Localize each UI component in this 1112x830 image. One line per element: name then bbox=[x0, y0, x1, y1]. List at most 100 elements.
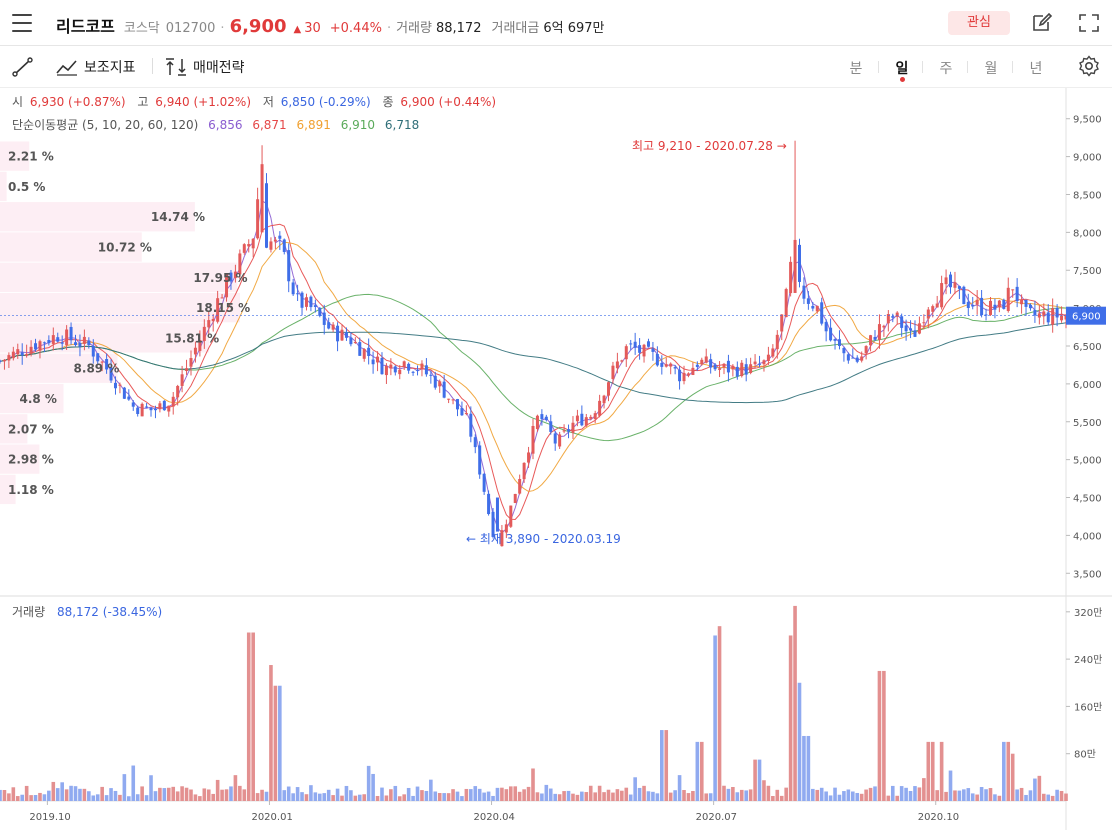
volume-tick-label: 320만 bbox=[1074, 607, 1102, 619]
volume-bar bbox=[153, 791, 158, 801]
separator-dot: · bbox=[386, 21, 392, 36]
volume-bar bbox=[930, 741, 935, 801]
volume-bar bbox=[353, 795, 358, 801]
volume-bar bbox=[766, 785, 771, 801]
volume-bar bbox=[304, 794, 309, 801]
low-price-annotation: ← 최저 3,890 - 2020.03.19 bbox=[466, 530, 621, 547]
candle-body bbox=[1020, 299, 1024, 305]
candle-body bbox=[153, 408, 157, 411]
trade-amount-label: 거래대금 bbox=[491, 21, 540, 36]
period-tab-day[interactable]: 일 bbox=[895, 61, 909, 77]
volume-bar bbox=[411, 795, 415, 801]
candle-body bbox=[993, 304, 997, 310]
candle-body bbox=[553, 433, 557, 444]
candle-body bbox=[624, 346, 628, 360]
price-tick-label: 9,500 bbox=[1073, 115, 1102, 126]
date-tick-label: 2020.01 bbox=[251, 812, 292, 823]
moving-average-line bbox=[0, 199, 1067, 534]
candle-body bbox=[282, 239, 286, 252]
candle-body bbox=[784, 289, 788, 318]
candle-body bbox=[1042, 311, 1046, 317]
candle-body bbox=[740, 362, 744, 377]
volume-bar bbox=[295, 787, 300, 801]
candle-body bbox=[975, 299, 979, 305]
volume-bar bbox=[95, 794, 100, 801]
volume-profile-bar bbox=[0, 292, 240, 323]
volume-bar bbox=[0, 789, 2, 801]
candle-body bbox=[655, 353, 659, 366]
volume-bar bbox=[553, 793, 558, 801]
settings-gear-icon[interactable] bbox=[1078, 55, 1100, 77]
period-tab-month[interactable]: 월 bbox=[984, 61, 998, 77]
volume-bar bbox=[824, 791, 828, 801]
candle-body bbox=[917, 323, 921, 334]
volume-bar bbox=[380, 787, 384, 801]
candle-body bbox=[229, 272, 233, 282]
volume-bar bbox=[42, 794, 47, 801]
volume-profile-label: 14.74 % bbox=[151, 210, 205, 224]
price-change-pct: +0.44% bbox=[329, 21, 382, 36]
candle-body bbox=[145, 406, 149, 408]
edit-icon[interactable] bbox=[1031, 13, 1053, 33]
volume-bar bbox=[908, 791, 913, 801]
volume-bar bbox=[215, 779, 220, 801]
volume-bar bbox=[1046, 794, 1051, 801]
candle-body bbox=[931, 306, 935, 312]
candle-body bbox=[562, 430, 566, 432]
candle-body bbox=[953, 282, 957, 288]
period-tab-minute[interactable]: 분 bbox=[849, 61, 863, 77]
stock-chart[interactable]: 9,5009,0008,5008,0007,5007,0006,5006,000… bbox=[0, 88, 1112, 830]
open-label: 시 bbox=[12, 95, 24, 109]
candle-body bbox=[411, 371, 415, 373]
candle-body bbox=[340, 329, 344, 341]
menu-icon[interactable] bbox=[12, 14, 32, 32]
volume-bar bbox=[1019, 787, 1024, 801]
candle-body bbox=[513, 493, 517, 503]
current-price: 6,900 bbox=[229, 16, 287, 37]
ma5-value: 6,856 bbox=[208, 118, 243, 132]
favorite-button[interactable]: 관심 bbox=[948, 11, 1010, 35]
trading-strategy-button[interactable]: 매매전략 bbox=[165, 57, 245, 77]
candle-body bbox=[713, 364, 717, 370]
volume-bar bbox=[651, 791, 655, 801]
volume-bar bbox=[713, 635, 717, 801]
volume-bar bbox=[464, 788, 469, 801]
volume-profile-bar bbox=[0, 474, 16, 505]
volume-bar bbox=[828, 795, 833, 801]
fullscreen-icon[interactable] bbox=[1078, 13, 1100, 33]
volume-bar bbox=[442, 793, 446, 801]
candle-body bbox=[193, 347, 197, 355]
volume-bar bbox=[260, 789, 264, 801]
price-tick-label: 4,000 bbox=[1073, 531, 1102, 542]
volume-bar bbox=[642, 785, 646, 801]
period-tab-year[interactable]: 년 bbox=[1029, 61, 1043, 77]
volume-profile-bar bbox=[0, 414, 28, 444]
candle-body bbox=[242, 244, 246, 253]
candle-body bbox=[207, 320, 211, 328]
candle-body bbox=[349, 337, 353, 345]
candle-body bbox=[837, 339, 841, 346]
price-tick-label: 5,500 bbox=[1073, 418, 1102, 429]
volume-bar bbox=[20, 794, 25, 801]
volume-bar bbox=[611, 792, 615, 801]
volume-bar bbox=[762, 780, 766, 801]
period-tab-week[interactable]: 주 bbox=[939, 61, 953, 77]
volume-bar bbox=[1015, 789, 1019, 801]
candle-body bbox=[82, 336, 86, 344]
draw-line-icon[interactable] bbox=[12, 57, 34, 77]
volume-bar bbox=[473, 786, 478, 801]
candle-body bbox=[1011, 289, 1015, 291]
candle-body bbox=[300, 292, 304, 308]
volume-bar bbox=[242, 789, 247, 801]
candle-body bbox=[877, 324, 881, 340]
candle-body bbox=[726, 360, 730, 373]
candle-body bbox=[56, 337, 60, 342]
candle-body bbox=[225, 273, 229, 298]
indicators-button[interactable]: 보조지표 bbox=[56, 57, 136, 77]
high-value: 6,940 (+1.02%) bbox=[155, 95, 252, 109]
candle-body bbox=[47, 340, 51, 344]
volume-bar bbox=[55, 788, 60, 801]
candle-body bbox=[598, 400, 602, 416]
volume-bar bbox=[797, 682, 802, 801]
candle-body bbox=[580, 413, 584, 426]
